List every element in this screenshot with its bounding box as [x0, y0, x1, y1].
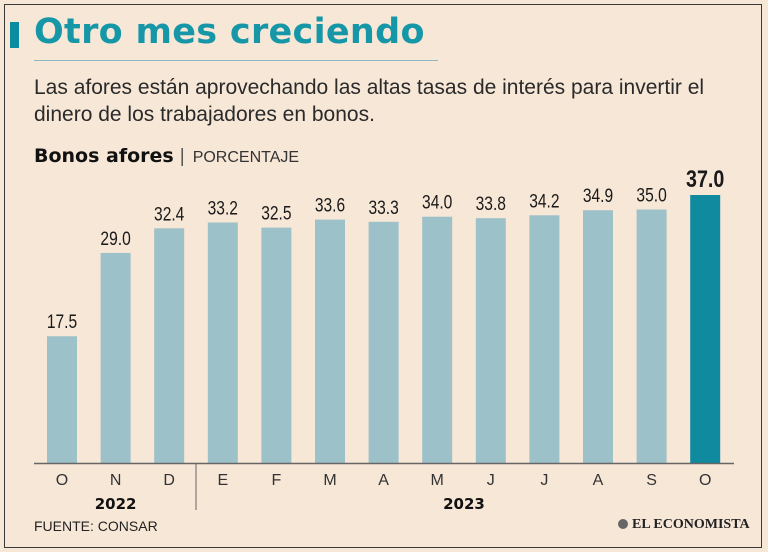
x-tick-label: J	[487, 472, 495, 489]
chart-unit: PORCENTAJE	[192, 149, 300, 166]
x-tick-label: M	[431, 472, 444, 489]
data-label: 34.9	[583, 185, 613, 207]
x-tick-label: M	[323, 472, 336, 489]
page-title: Otro mes creciendo	[34, 12, 425, 52]
x-tick-label: A	[593, 472, 604, 489]
graphic-frame	[4, 4, 762, 548]
brand-logo: EL ECONOMISTA	[618, 517, 750, 533]
data-label: 29.0	[100, 227, 130, 249]
year-label: 2022	[95, 495, 137, 513]
bar	[261, 227, 292, 463]
brand-name: EL ECONOMISTA	[632, 517, 750, 532]
x-tick-label: N	[110, 472, 122, 489]
x-tick-label: S	[646, 472, 657, 489]
data-label: 32.5	[261, 202, 291, 224]
x-tick-label: J	[540, 472, 548, 489]
chart-title-separator: |	[179, 146, 185, 167]
bar	[154, 228, 185, 463]
data-label: 33.6	[315, 194, 345, 216]
data-label: 35.0	[636, 184, 666, 206]
x-tick-label: E	[217, 472, 228, 489]
bar	[368, 221, 399, 463]
bar	[100, 252, 131, 463]
x-tick-label: F	[272, 472, 282, 489]
data-label: 33.2	[208, 197, 238, 219]
x-tick-label: O	[56, 472, 68, 489]
title-divider	[34, 60, 438, 61]
bar	[475, 218, 506, 463]
chart-title: Bonos afores	[34, 145, 174, 167]
data-label: 34.0	[422, 191, 452, 213]
x-tick-label: O	[699, 472, 711, 489]
bar	[636, 209, 667, 463]
subtitle: Las afores están aprovechando las altas …	[34, 76, 705, 126]
data-label: 37.0	[686, 165, 724, 192]
bar	[47, 336, 77, 463]
year-label: 2023	[443, 495, 485, 513]
bar	[690, 195, 721, 463]
x-tick-label: A	[378, 472, 389, 489]
brand-icon	[618, 519, 628, 529]
bar	[583, 210, 613, 463]
title-accent-bar	[10, 22, 19, 48]
bar	[422, 216, 453, 463]
bar	[529, 215, 560, 463]
chart-header: Bonos afores | PORCENTAJE	[34, 145, 299, 168]
bar	[207, 222, 238, 463]
data-label: 33.8	[476, 193, 506, 215]
data-label: 32.4	[154, 203, 185, 225]
x-tick-label: D	[163, 472, 175, 489]
data-label: 17.5	[47, 311, 77, 333]
source-note: FUENTE: CONSAR	[34, 518, 158, 534]
data-label: 33.3	[368, 196, 398, 218]
data-label: 34.2	[529, 190, 559, 212]
bar	[315, 219, 345, 463]
